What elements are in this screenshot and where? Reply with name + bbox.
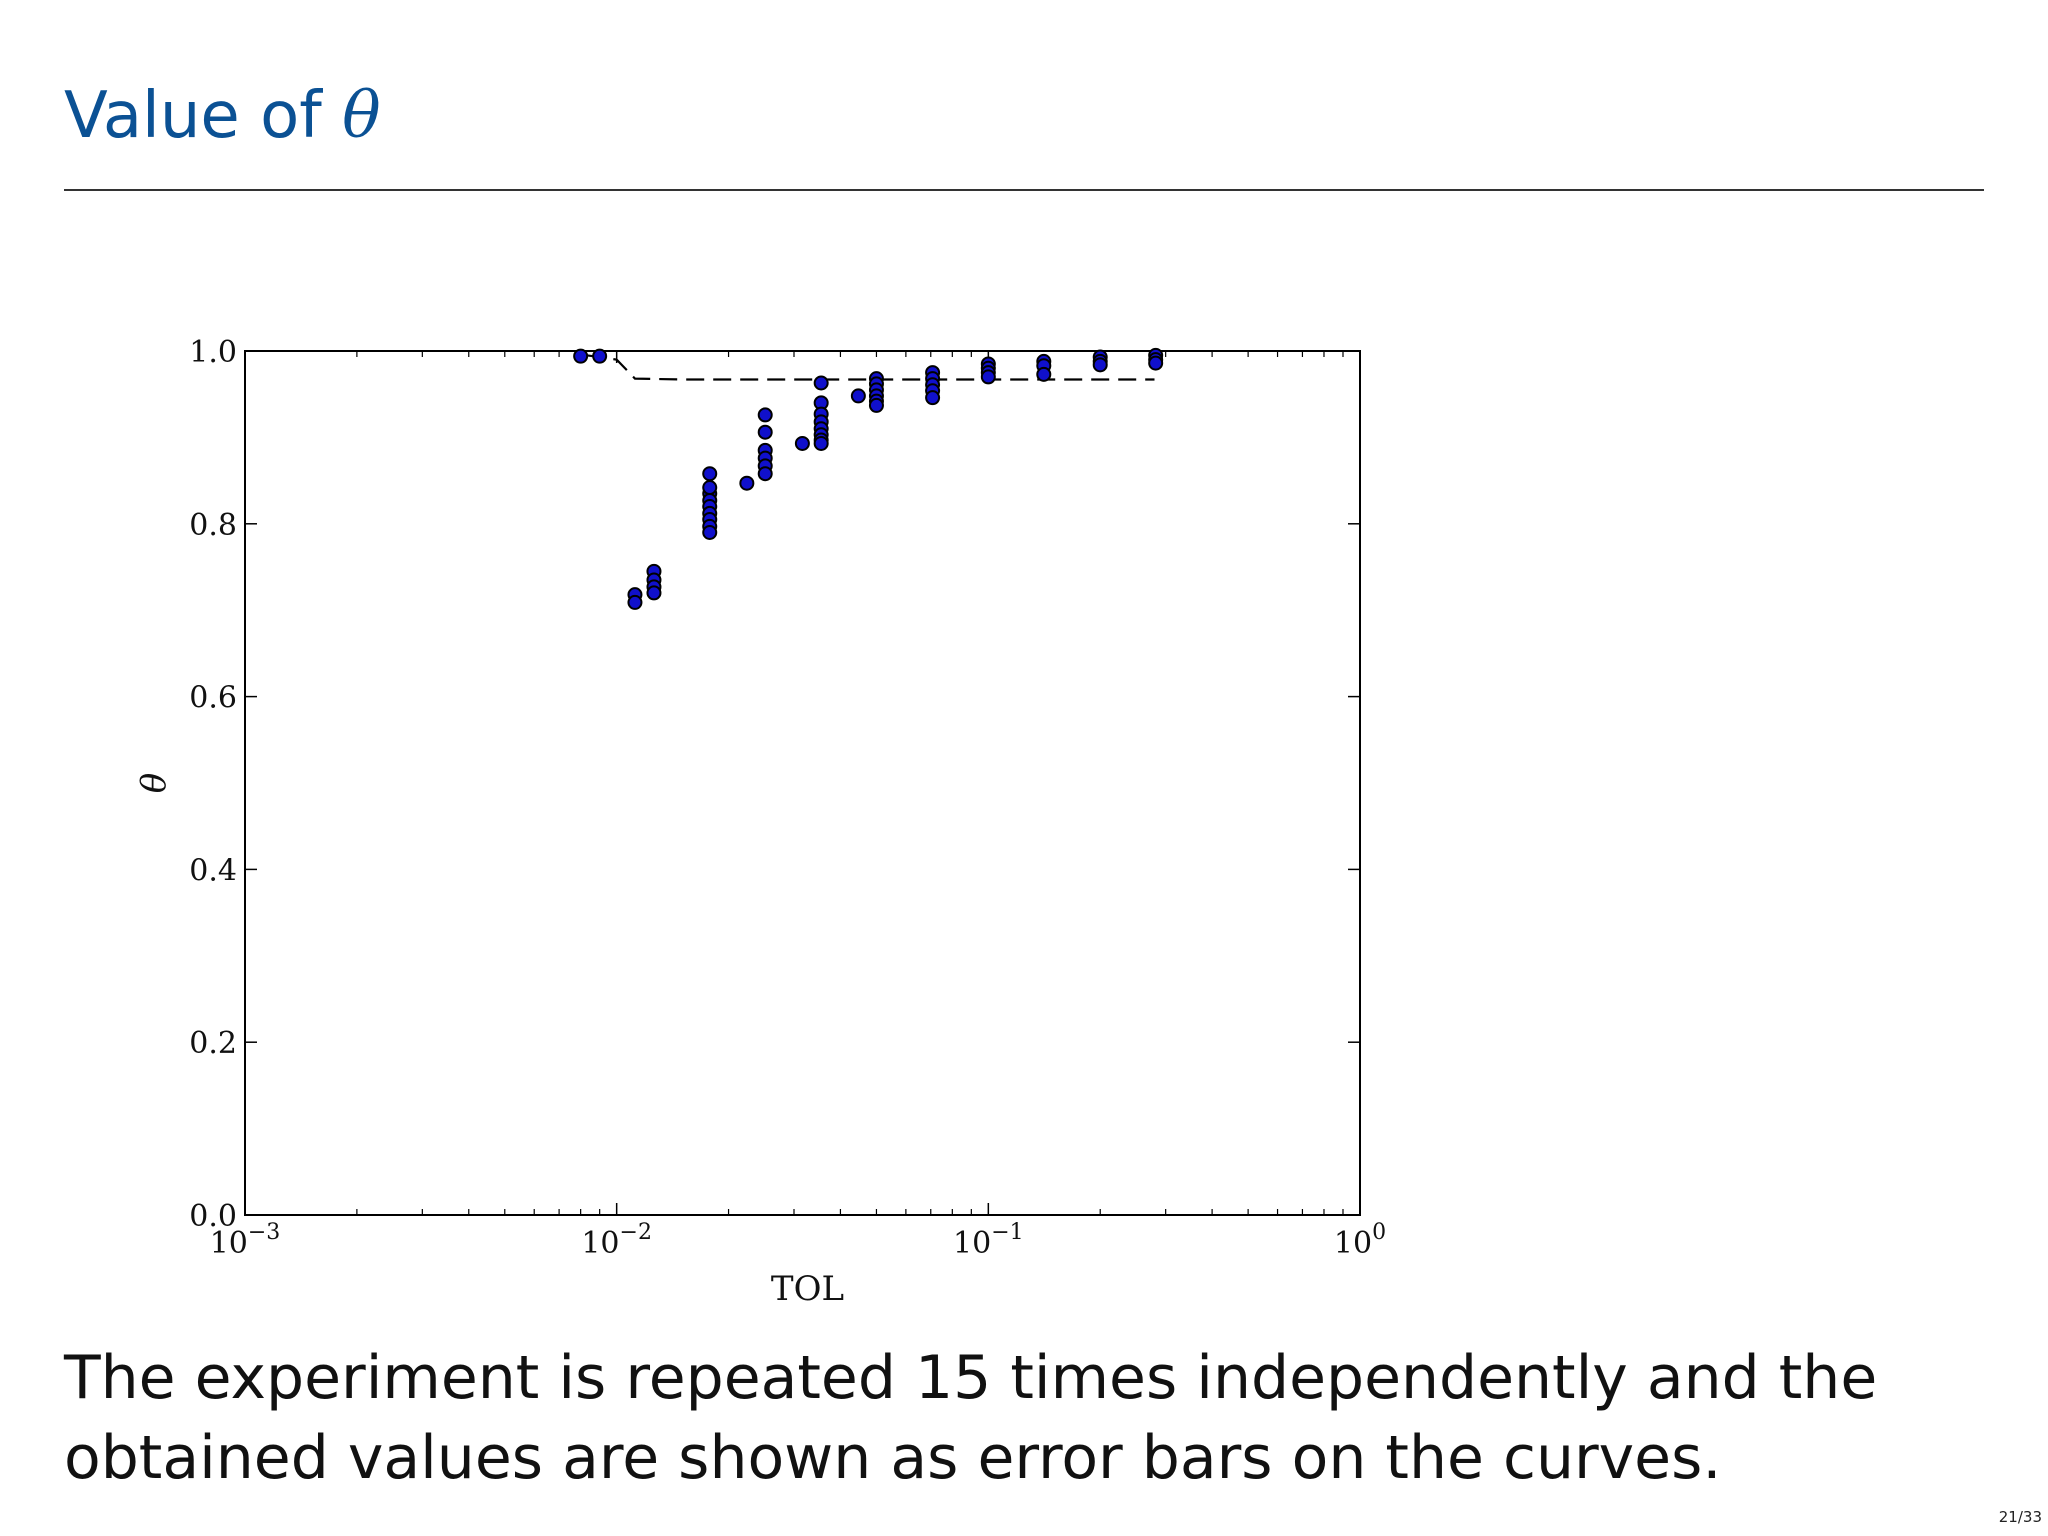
data-point <box>813 375 829 391</box>
y-tick-label: 0.0 <box>189 1199 237 1234</box>
data-point <box>757 407 773 423</box>
data-point <box>868 397 884 413</box>
data-point <box>1036 366 1052 382</box>
data-point <box>702 480 718 496</box>
data-point <box>646 585 662 601</box>
plot-frame <box>244 350 1361 1216</box>
data-point <box>925 390 941 406</box>
data-point <box>573 348 589 364</box>
data-point <box>702 466 718 482</box>
slide-body-text: The experiment is repeated 15 times inde… <box>64 1343 1878 1493</box>
data-point <box>1148 355 1164 371</box>
y-tick-label: 0.2 <box>189 1026 237 1061</box>
slide-title-symbol: θ <box>342 79 381 153</box>
x-tick-label: 10−2 <box>581 1220 652 1261</box>
page-number: 21/33 <box>1998 1508 2042 1526</box>
data-point <box>757 466 773 482</box>
y-tick-label: 0.6 <box>189 681 237 716</box>
data-point <box>813 435 829 451</box>
y-axis-label: θ <box>134 773 174 793</box>
data-point <box>980 369 996 385</box>
y-tick-label: 0.8 <box>189 508 237 543</box>
data-point <box>850 388 866 404</box>
dashed-curve <box>586 354 1155 381</box>
theta-vs-tol-chart: 10−3 10−2 10−1 100 0.0 0.2 0.4 0.6 0.8 1.0 TOL θ <box>134 335 1386 1309</box>
data-point <box>739 475 755 491</box>
data-point <box>627 594 643 610</box>
x-tick-label: 100 <box>1334 1220 1386 1261</box>
title-divider <box>64 189 1984 191</box>
data-point <box>702 524 718 540</box>
slide-title-text: Value of <box>64 79 343 153</box>
y-tick-label: 0.4 <box>189 853 237 888</box>
data-point <box>1092 357 1108 373</box>
slide-title: Value of θ <box>64 84 381 148</box>
x-tick-label: 10−3 <box>210 1220 281 1261</box>
data-point <box>794 435 810 451</box>
y-tick-label: 1.0 <box>189 335 237 370</box>
data-point <box>592 348 608 364</box>
x-tick-label: 10−1 <box>953 1220 1024 1261</box>
data-point <box>757 424 773 440</box>
x-axis-label: TOL <box>771 1269 844 1309</box>
